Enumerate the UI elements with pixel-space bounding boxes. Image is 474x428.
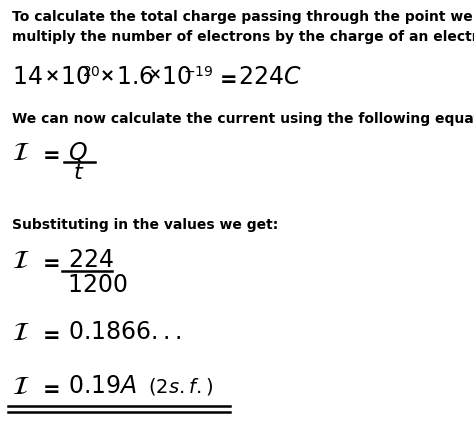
Text: $\mathbf{\times}$: $\mathbf{\times}$ (44, 67, 59, 85)
Text: $\mathit{Q}$: $\mathit{Q}$ (68, 140, 88, 165)
Text: $\mathit{t}$: $\mathit{t}$ (73, 163, 84, 183)
Text: We can now calculate the current using the following equation:: We can now calculate the current using t… (12, 112, 474, 126)
Text: $\mathit{0.19A}$: $\mathit{0.19A}$ (68, 374, 137, 398)
Text: $\mathit{14}$: $\mathit{14}$ (12, 65, 43, 89)
Text: $\mathcal{I}$: $\mathcal{I}$ (12, 320, 29, 346)
Text: To calculate the total charge passing through the point we can: To calculate the total charge passing th… (12, 10, 474, 24)
Text: $\mathit{224}$: $\mathit{224}$ (68, 248, 114, 272)
Text: $\mathit{224C}$: $\mathit{224C}$ (238, 65, 301, 89)
Text: $\mathcal{I}$: $\mathcal{I}$ (12, 140, 29, 166)
Text: $\mathbf{=}$: $\mathbf{=}$ (38, 252, 59, 272)
Text: multiply the number of electrons by the charge of an electron:: multiply the number of electrons by the … (12, 30, 474, 44)
Text: Substituting in the values we get:: Substituting in the values we get: (12, 218, 278, 232)
Text: $\mathit{20}$: $\mathit{20}$ (82, 65, 100, 79)
Text: $\mathbf{=}$: $\mathbf{=}$ (215, 68, 237, 88)
Text: $\mathbf{\times}$: $\mathbf{\times}$ (99, 67, 114, 85)
Text: $\mathit{10}$: $\mathit{10}$ (161, 65, 191, 89)
Text: $\mathit{1.6}$: $\mathit{1.6}$ (116, 65, 154, 89)
Text: $\mathcal{I}$: $\mathcal{I}$ (12, 374, 29, 400)
Text: $\mathit{1200}$: $\mathit{1200}$ (67, 273, 128, 297)
Text: $\mathcal{I}$: $\mathcal{I}$ (12, 248, 29, 274)
Text: $\mathbf{=}$: $\mathbf{=}$ (38, 144, 59, 164)
Text: $\mathbf{=}$: $\mathbf{=}$ (38, 324, 59, 344)
Text: $\mathbf{=}$: $\mathbf{=}$ (38, 378, 59, 398)
Text: $\mathbf{\times}$: $\mathbf{\times}$ (148, 67, 161, 82)
Text: $\mathit{-19}$: $\mathit{-19}$ (183, 65, 213, 79)
Text: $\mathit{10}$: $\mathit{10}$ (60, 65, 91, 89)
Text: $\mathit{(2s.f.)}$: $\mathit{(2s.f.)}$ (148, 376, 213, 397)
Text: $\mathit{0.1866...}$: $\mathit{0.1866...}$ (68, 320, 182, 344)
